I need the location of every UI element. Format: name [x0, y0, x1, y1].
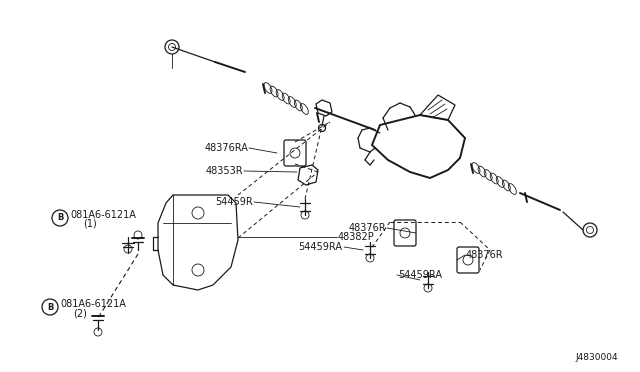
- Text: 48376R: 48376R: [466, 250, 504, 260]
- Text: 48382P: 48382P: [338, 232, 375, 242]
- Text: (2): (2): [73, 308, 87, 318]
- Text: 48353R: 48353R: [205, 166, 243, 176]
- Text: (1): (1): [83, 219, 97, 229]
- Text: 48376R: 48376R: [348, 223, 386, 233]
- Text: J4830004: J4830004: [575, 353, 618, 362]
- Circle shape: [42, 299, 58, 315]
- Text: 54459R: 54459R: [215, 197, 253, 207]
- Text: B: B: [47, 302, 53, 311]
- Text: 48376RA: 48376RA: [204, 143, 248, 153]
- Text: 081A6-6121A: 081A6-6121A: [70, 210, 136, 220]
- Text: 54459RA: 54459RA: [298, 242, 342, 252]
- Text: 081A6-6121A: 081A6-6121A: [60, 299, 126, 309]
- Text: 54459RA: 54459RA: [398, 270, 442, 280]
- Text: B: B: [57, 214, 63, 222]
- Circle shape: [52, 210, 68, 226]
